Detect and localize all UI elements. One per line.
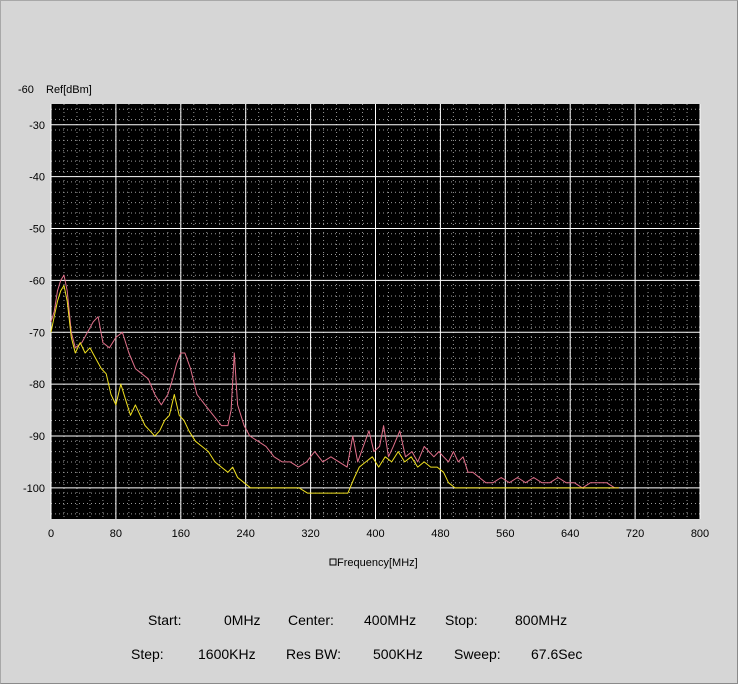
center-value: 400MHz bbox=[364, 612, 417, 628]
x-tick-label: 160 bbox=[172, 528, 190, 540]
series-line-1 bbox=[50, 274, 619, 489]
x-tick-label: 640 bbox=[561, 528, 579, 540]
y-axis-label: Ref[dBm] bbox=[46, 84, 92, 96]
x-axis-label: Frequency[MHz] bbox=[337, 557, 418, 569]
x-tick-label: 800 bbox=[691, 528, 709, 540]
ref-value-label: -60 bbox=[18, 84, 34, 96]
y-tick-label: -80 bbox=[29, 379, 45, 391]
res-bw-label: Res BW: bbox=[286, 646, 341, 662]
stop-label: Stop: bbox=[445, 612, 478, 628]
y-tick-labels: -30 -40 -50 -60 -70 -80 -90 -100 bbox=[23, 120, 45, 495]
step-label: Step: bbox=[131, 646, 164, 662]
y-tick-label: -50 bbox=[29, 224, 45, 236]
y-tick-label: -40 bbox=[29, 172, 45, 184]
x-tick-label: 320 bbox=[301, 528, 319, 540]
x-tick-label: 400 bbox=[366, 528, 384, 540]
x-tick-label: 480 bbox=[431, 528, 449, 540]
x-tick-label: 720 bbox=[626, 528, 644, 540]
x-tick-label: 560 bbox=[496, 528, 514, 540]
y-tick-label: -90 bbox=[29, 431, 45, 443]
x-tick-label: 80 bbox=[110, 528, 122, 540]
stop-value: 800MHz bbox=[515, 612, 568, 628]
major-grid bbox=[50, 104, 701, 519]
y-tick-label: -70 bbox=[29, 327, 45, 339]
spectrum-chart: -60 Ref[dBm] 0 80 160 240 320 400 480 560 640 720… bbox=[18, 84, 709, 569]
sweep-label: Sweep: bbox=[454, 646, 501, 662]
footer-row-1: Start: 0MHz Center: 400MHz Stop: 800MHz bbox=[0, 612, 738, 632]
res-bw-value: 500KHz bbox=[373, 646, 423, 662]
legend-marker bbox=[329, 558, 337, 566]
y-tick-label: -60 bbox=[29, 275, 45, 287]
x-tick-label: 240 bbox=[237, 528, 255, 540]
start-label: Start: bbox=[148, 612, 182, 628]
step-value: 1600KHz bbox=[198, 646, 256, 662]
footer-row-2: Step: 1600KHz Res BW: 500KHz Sweep: 67.6… bbox=[0, 646, 738, 666]
y-tick-label: -30 bbox=[29, 120, 45, 132]
series-line-2 bbox=[50, 285, 619, 494]
series-layer bbox=[50, 274, 619, 494]
center-label: Center: bbox=[288, 612, 334, 628]
x-tick-label: 0 bbox=[48, 528, 54, 540]
x-tick-labels: 0 80 160 240 320 400 480 560 640 720 800 bbox=[48, 528, 709, 540]
sweep-value: 67.6Sec bbox=[531, 646, 583, 662]
y-tick-label: -100 bbox=[23, 483, 45, 495]
start-value: 0MHz bbox=[224, 612, 261, 628]
